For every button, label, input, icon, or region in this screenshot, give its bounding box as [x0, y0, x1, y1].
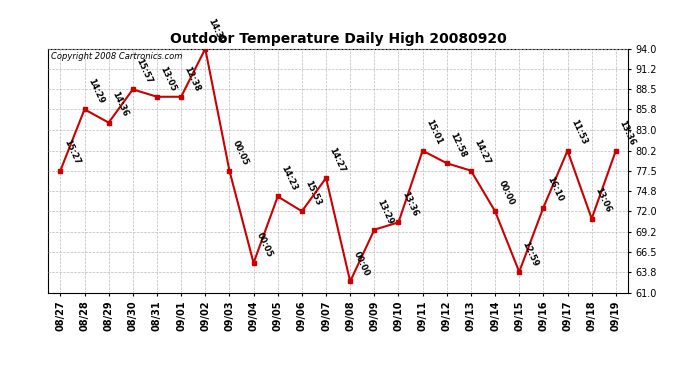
Text: 14:29: 14:29	[86, 77, 106, 105]
Text: 13:36: 13:36	[400, 190, 420, 218]
Text: 12:58: 12:58	[448, 131, 468, 159]
Text: 14:23: 14:23	[279, 164, 299, 192]
Text: 14:27: 14:27	[473, 138, 492, 166]
Text: 13:29: 13:29	[376, 198, 395, 225]
Text: 13:05: 13:05	[159, 64, 178, 93]
Text: 12:59: 12:59	[521, 240, 540, 268]
Text: 15:57: 15:57	[135, 57, 154, 85]
Title: Outdoor Temperature Daily High 20080920: Outdoor Temperature Daily High 20080920	[170, 32, 506, 46]
Text: 11:53: 11:53	[569, 118, 589, 147]
Text: 15:01: 15:01	[424, 118, 444, 147]
Text: 14:36: 14:36	[110, 90, 130, 118]
Text: 12:38: 12:38	[183, 64, 202, 93]
Text: 13:36: 13:36	[618, 118, 637, 147]
Text: 13:06: 13:06	[593, 186, 613, 214]
Text: 15:53: 15:53	[304, 179, 323, 207]
Text: 00:05: 00:05	[255, 231, 275, 259]
Text: 00:00: 00:00	[352, 249, 371, 277]
Text: 14:39: 14:39	[207, 16, 226, 45]
Text: 16:10: 16:10	[545, 176, 564, 203]
Text: 14:27: 14:27	[328, 146, 347, 174]
Text: Copyright 2008 Cartronics.com: Copyright 2008 Cartronics.com	[51, 53, 183, 62]
Text: 00:05: 00:05	[231, 139, 250, 166]
Text: 00:00: 00:00	[497, 179, 515, 207]
Text: 15:27: 15:27	[62, 138, 81, 166]
